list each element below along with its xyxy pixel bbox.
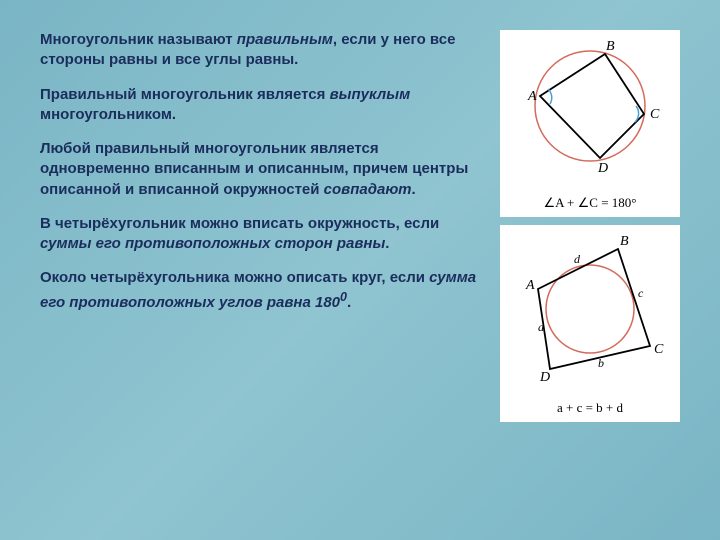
label-d-side: d	[574, 252, 581, 266]
figure-caption: a + c = b + d	[506, 400, 674, 416]
label-a-side: a	[538, 320, 544, 334]
text-span: Правильный многоугольник является	[40, 86, 330, 103]
circumscribed-diagram: A B C D a b c d	[510, 231, 670, 391]
text-span: В четырёхугольник можно вписать окружнос…	[40, 215, 439, 232]
italic-term: совпадают	[324, 181, 412, 198]
paragraph-1: Многоугольник называют правильным, если …	[40, 30, 490, 71]
italic-term: правильным	[237, 31, 333, 48]
paragraph-2: Правильный многоугольник является выпукл…	[40, 85, 490, 126]
label-b-vertex: B	[620, 234, 629, 249]
figure-caption: ∠A + ∠C = 180°	[506, 195, 674, 211]
italic-term: выпуклым	[330, 86, 411, 103]
label-d: D	[597, 161, 608, 176]
text-span: Около четырёхугольника можно описать кру…	[40, 269, 429, 286]
label-c-side: c	[638, 286, 644, 300]
slide-content: Многоугольник называют правильным, если …	[40, 30, 680, 422]
circumscribed-circle	[535, 51, 645, 161]
quadrilateral	[538, 249, 650, 369]
text-span: Многоугольник называют	[40, 31, 237, 48]
paragraph-5: Около четырёхугольника можно описать кру…	[40, 268, 490, 313]
italic-term: суммы его противоположных сторон равны	[40, 235, 385, 252]
label-c: C	[650, 107, 660, 122]
quadrilateral	[540, 54, 644, 158]
figures-column: A B C D ∠A + ∠C = 180° A B C D a b c d a…	[500, 30, 680, 422]
label-b-side: b	[598, 356, 604, 370]
label-b: B	[606, 39, 615, 54]
text-span: многоугольником.	[40, 106, 176, 123]
paragraph-3: Любой правильный многоугольник является …	[40, 139, 490, 200]
superscript: 0	[340, 290, 347, 304]
text-span: .	[347, 294, 351, 311]
text-span: .	[411, 181, 415, 198]
text-span: .	[385, 235, 389, 252]
label-a: A	[527, 89, 537, 104]
label-a-vertex: A	[525, 278, 535, 293]
text-column: Многоугольник называют правильным, если …	[40, 30, 490, 422]
label-c-vertex: C	[654, 342, 664, 357]
label-d-vertex: D	[539, 370, 550, 385]
figure-inscribed: A B C D ∠A + ∠C = 180°	[500, 30, 680, 217]
paragraph-4: В четырёхугольник можно вписать окружнос…	[40, 214, 490, 255]
inscribed-diagram: A B C D	[510, 36, 670, 186]
figure-circumscribed: A B C D a b c d a + c = b + d	[500, 225, 680, 422]
